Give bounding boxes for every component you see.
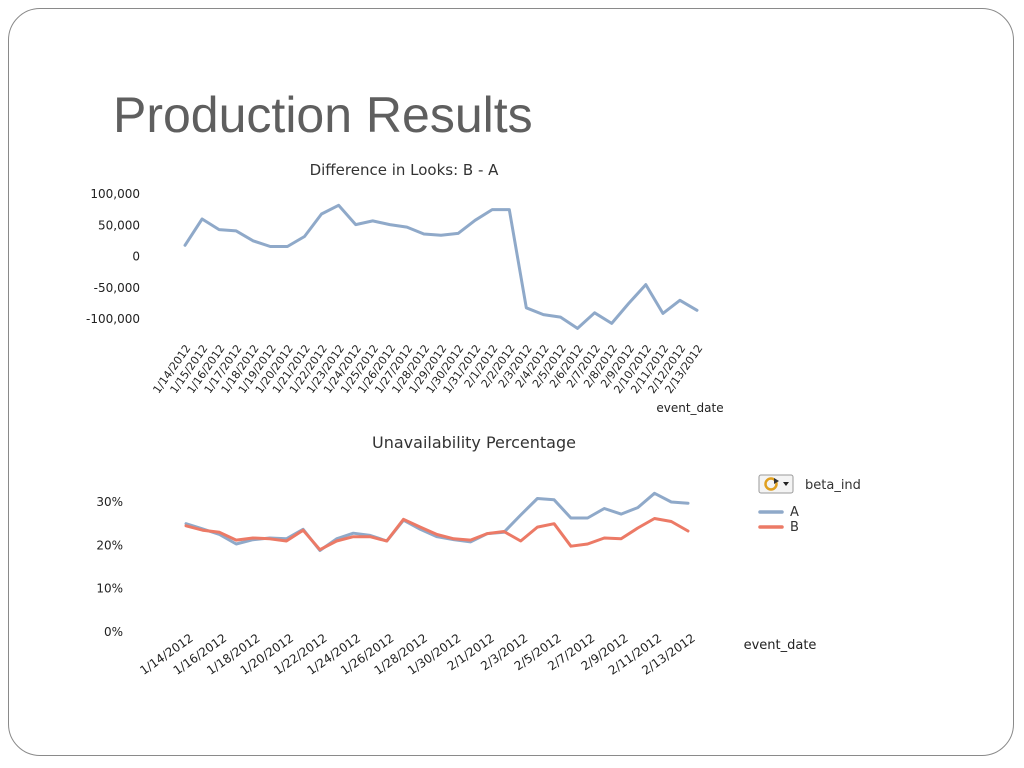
legend-label: A (790, 505, 799, 520)
legend-item-B: B (758, 520, 799, 535)
chart2-x-axis-label: event_date (744, 638, 817, 653)
legend-item-A: A (758, 505, 799, 520)
refresh-dropdown-icon[interactable] (758, 474, 794, 494)
chart2-legend: beta_ind AB (758, 474, 861, 535)
chart2-plot-area (184, 491, 690, 552)
chart2-y-axis: 30% 20% 10% 0% (96, 495, 123, 639)
y-tick-label: 10% (96, 582, 123, 596)
y-tick-label: 0 (132, 250, 140, 264)
series-line-series-1 (183, 203, 699, 330)
chart1-x-axis: 1/14/20121/15/20121/16/20121/17/20121/18… (150, 342, 705, 396)
legend-label: B (790, 520, 799, 535)
y-tick-label: 0% (104, 625, 123, 639)
series-line-B (184, 517, 690, 552)
chart1-plot-area (183, 203, 699, 330)
chart1-title: Difference in Looks: B - A (310, 161, 500, 179)
chart2-x-axis: 1/14/20121/16/20121/18/20121/20/20121/22… (137, 631, 697, 678)
y-tick-label: 20% (96, 538, 123, 552)
y-tick-label: -100,000 (86, 312, 140, 326)
chart1-x-axis-label: event_date (656, 401, 723, 415)
y-tick-label: 30% (96, 495, 123, 509)
series-line-A (184, 491, 690, 552)
chart2-title: Unavailability Percentage (372, 433, 576, 452)
chart1-y-axis: 100,000 50,000 0 -50,000 -100,000 (86, 187, 140, 326)
slide-frame (8, 8, 1014, 756)
slide-title: Production Results (113, 87, 533, 143)
y-tick-label: 50,000 (98, 218, 140, 232)
y-tick-label: -50,000 (94, 281, 140, 295)
y-tick-label: 100,000 (90, 187, 140, 201)
legend-title: beta_ind (805, 478, 861, 493)
